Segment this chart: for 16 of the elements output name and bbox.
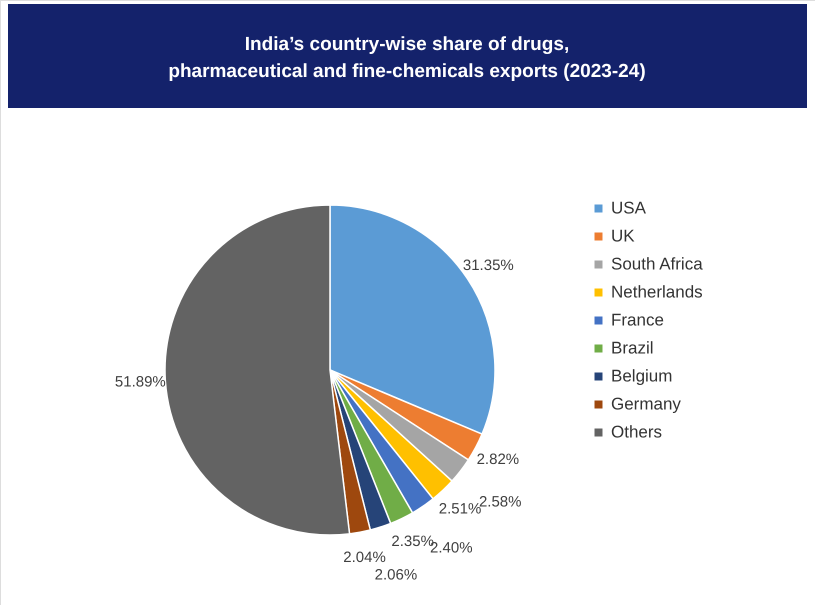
data-label: 2.51% [438, 500, 482, 518]
legend-label: UK [611, 226, 636, 246]
data-label: 2.06% [374, 566, 418, 584]
chart-title: India’s country-wise share of drugs, pharmaceutical and fine-chemicals exports (2023-24) [168, 34, 646, 82]
data-label: 2.82% [476, 451, 520, 468]
legend-label: France [611, 310, 664, 330]
legend-label: Others [611, 422, 662, 442]
legend-label: South Africa [611, 254, 704, 274]
legend-label: USA [611, 198, 647, 218]
data-label: 31.35% [462, 256, 514, 274]
legend-label: Brazil [611, 338, 654, 358]
data-label: 2.04% [343, 548, 386, 566]
legend-label: Netherlands [611, 282, 703, 302]
legend-label: Belgium [611, 366, 672, 386]
data-label: 51.89% [114, 373, 166, 390]
legend-label: Germany [611, 394, 682, 414]
